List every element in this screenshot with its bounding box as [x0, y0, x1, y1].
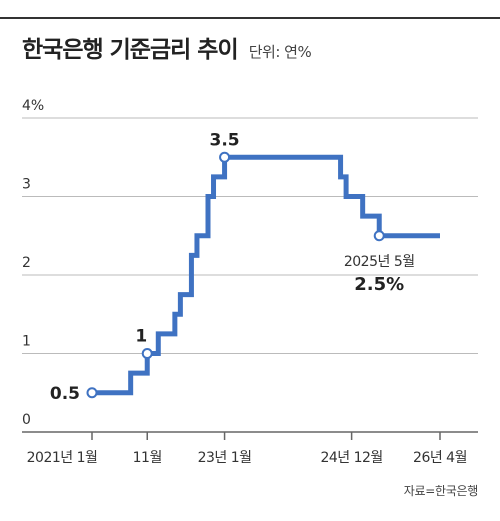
y-tick-labels: 0 1 2 3 4% [22, 98, 44, 428]
point-label: 2025년 5월 [344, 254, 415, 270]
highlight-markers [86, 151, 385, 399]
point-labels: 0.5 1 3.5 2025년 5월 2.5% [50, 130, 415, 404]
x-tick-label: 26년 4월 [413, 450, 467, 466]
chart-title: 한국은행 기준금리 추이 [22, 37, 239, 63]
y-tick-label: 1 [22, 334, 31, 350]
top-rule [0, 17, 500, 19]
x-tick-label: 11월 [133, 450, 162, 466]
grid-layer [22, 117, 478, 354]
point-label: 2.5% [354, 274, 404, 295]
point-label: 0.5 [50, 384, 80, 404]
highlight-marker [141, 348, 153, 359]
y-tick-label: 4% [22, 98, 44, 114]
x-tick-label: 24년 12월 [320, 450, 382, 466]
source-note: 자료=한국은행 [403, 484, 479, 498]
y-tick-label: 2 [22, 255, 31, 271]
highlight-marker [219, 151, 231, 163]
point-label: 3.5 [210, 130, 240, 150]
unit-label: 단위: 연% [248, 43, 312, 61]
y-tick-label: 3 [22, 177, 31, 193]
x-tick-label: 23년 1월 [198, 450, 252, 466]
x-tick-label: 2021년 1월 [27, 450, 98, 466]
chart-title-block: 한국은행 기준금리 추이 단위: 연% [22, 30, 312, 64]
highlight-marker [86, 387, 98, 399]
point-label: 1 [135, 327, 147, 347]
y-tick-label: 0 [22, 412, 31, 428]
series-line [92, 154, 440, 396]
x-axis: 2021년 1월 11월 23년 1월 24년 12월 26년 4월 [22, 431, 478, 466]
highlight-marker [373, 230, 385, 242]
